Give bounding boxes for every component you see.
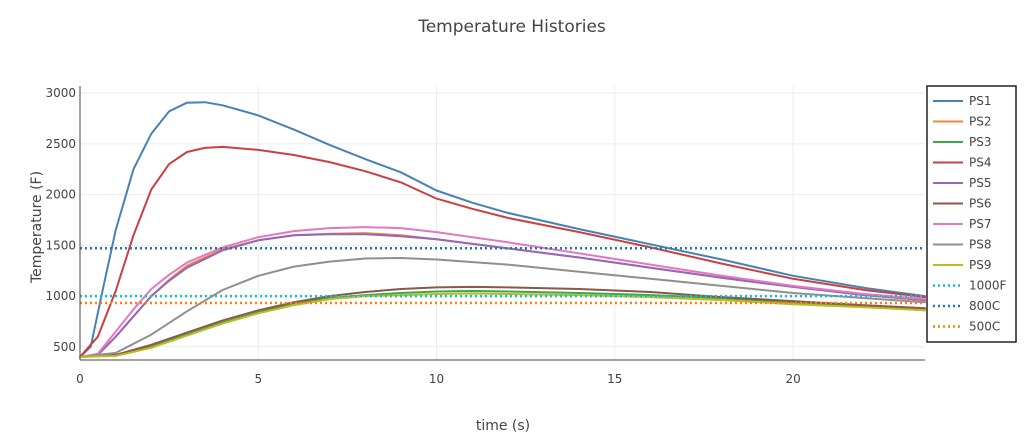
series-line-ps8 [79,257,926,358]
x-tick-label-15: 15 [607,372,622,386]
series-layer [79,101,926,358]
chart-title: Temperature Histories [417,17,606,37]
legend-label-ps5: PS5 [969,176,992,190]
series-line-ps5 [79,233,926,358]
series-line-ps1 [79,101,926,358]
y-tick-label-500: 500 [53,340,76,354]
grid-layer [79,86,925,360]
y-tick-label-1000: 1000 [45,289,76,303]
y-tick-label-1500: 1500 [45,238,76,252]
x-tick-label-20: 20 [785,372,800,386]
legend-label-ps8: PS8 [969,238,992,252]
x-tick-label-5: 5 [254,372,262,386]
x-tick-label-0: 0 [76,372,84,386]
legend-label-ps6: PS6 [969,197,992,211]
legend-label-800c: 800C [969,299,1000,313]
y-tick-label-2000: 2000 [45,188,76,202]
legend-label-ps7: PS7 [969,217,992,231]
legend-label-ps3: PS3 [969,135,992,149]
x-tick-label-10: 10 [429,372,444,386]
y-axis-title: Temperature (F) [29,171,45,284]
x-axis-title: time (s) [476,418,530,434]
legend-label-ps4: PS4 [969,156,992,170]
legend-label-ps1: PS1 [969,94,992,108]
legend-label-1000f: 1000F [969,279,1007,293]
series-line-ps4 [79,145,926,358]
legend-label-ps9: PS9 [969,258,992,272]
y-tick-label-2500: 2500 [45,137,76,151]
series-line-ps7 [79,226,926,358]
legend-label-ps2: PS2 [969,115,992,129]
legend: PS1 PS2 PS3 PS4 PS5 PS6 PS7 PS8 PS9 1000F 800C 500C [926,85,1017,343]
legend-label-500c: 500C [969,320,1000,334]
legend-box [926,85,1017,343]
y-tick-label-3000: 3000 [45,86,76,100]
axes-layer: 0 5 10 15 20 500 1000 1500 2000 2500 3000 [45,86,925,386]
